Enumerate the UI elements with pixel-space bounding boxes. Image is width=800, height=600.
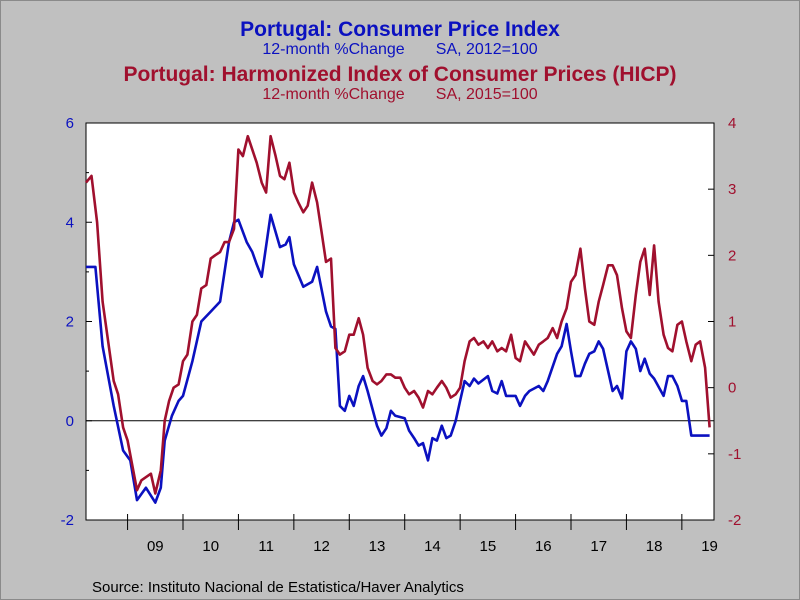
left-tick-label: 0 [66, 413, 74, 430]
right-tick-label: 2 [728, 247, 736, 264]
x-tick-label: 18 [646, 538, 663, 555]
right-tick-label: -1 [728, 446, 741, 463]
x-tick-label: 16 [535, 538, 552, 555]
right-tick-label: -2 [728, 512, 741, 529]
right-tick-label: 3 [728, 181, 736, 198]
left-tick-label: 2 [66, 314, 74, 331]
left-tick-label: 4 [66, 214, 74, 231]
right-tick-label: 0 [728, 380, 736, 397]
x-tick-label: 12 [313, 538, 330, 555]
plot-area [85, 122, 715, 521]
x-tick-label: 17 [590, 538, 607, 555]
x-tick-label: 19 [701, 538, 718, 555]
chart-title-cpi: Portugal: Consumer Price Index [240, 18, 560, 41]
x-tick-label: 10 [202, 538, 219, 555]
x-tick-label: 13 [369, 538, 386, 555]
x-tick-label: 09 [147, 538, 164, 555]
chart-subtitle-hicp: 12-month %Change SA, 2015=100 [262, 86, 538, 103]
chart-title-hicp: Portugal: Harmonized Index of Consumer P… [123, 63, 677, 86]
left-tick-label: 6 [66, 115, 74, 132]
left-tick-label: -2 [61, 512, 74, 529]
series-line-hicp [84, 134, 711, 495]
x-tick-label: 11 [258, 538, 274, 555]
source-note: Source: Instituto Nacional de Estatistic… [92, 579, 464, 596]
right-tick-label: 1 [728, 314, 736, 331]
x-tick-label: 14 [424, 538, 441, 555]
chart-subtitle-cpi: 12-month %Change SA, 2012=100 [262, 41, 538, 58]
right-tick-label: 4 [728, 115, 736, 132]
x-tick-label: 15 [480, 538, 497, 555]
